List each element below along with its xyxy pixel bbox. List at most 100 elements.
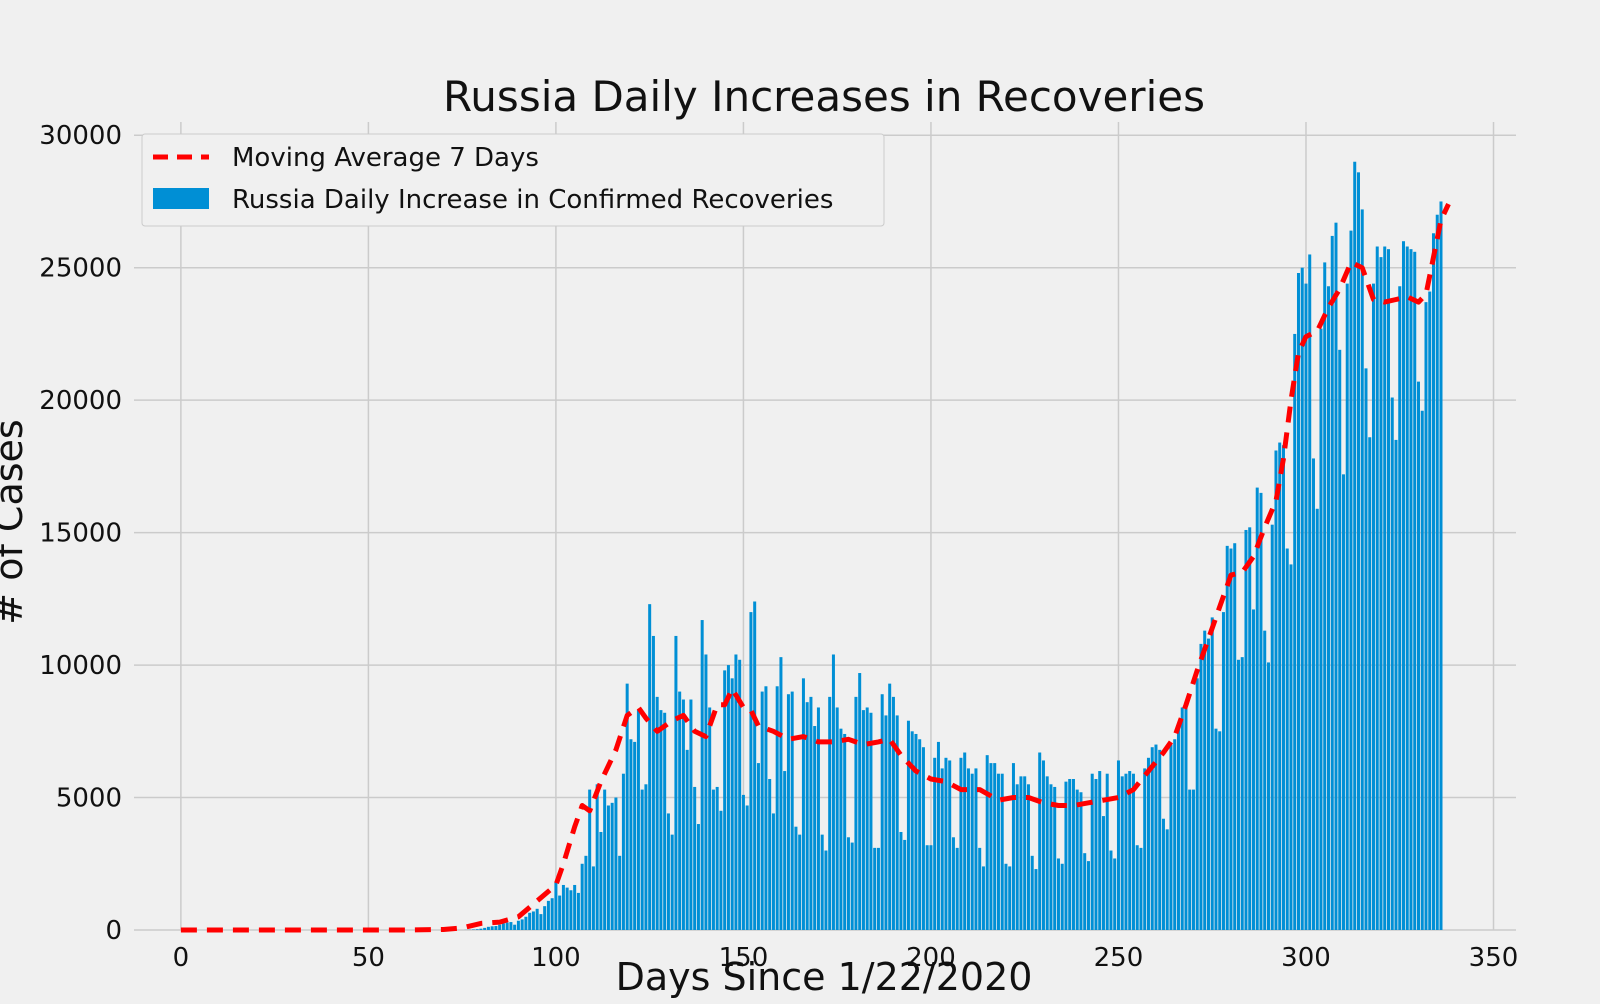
recovery-bar	[974, 768, 977, 930]
recovery-bar	[1222, 612, 1225, 930]
recovery-bar	[1132, 774, 1135, 930]
recovery-bar	[944, 758, 947, 930]
recovery-bar	[1361, 209, 1364, 930]
recovery-bar	[959, 758, 962, 930]
recovery-bar	[993, 763, 996, 930]
y-tick-label: 20000	[39, 386, 122, 416]
recovery-bar	[652, 636, 655, 930]
recovery-bar	[577, 893, 580, 930]
recovery-bar	[1334, 223, 1337, 930]
x-tick-label: 100	[531, 943, 581, 973]
recovery-bar	[1349, 231, 1352, 930]
recovery-bar	[1162, 819, 1165, 930]
y-tick-label: 10000	[39, 651, 122, 681]
recovery-bar	[596, 784, 599, 930]
recovery-bar	[1432, 233, 1435, 930]
recovery-bar	[1053, 787, 1056, 930]
recovery-bar	[674, 636, 677, 930]
x-tick-label: 0	[173, 943, 190, 973]
recovery-bar	[1331, 236, 1334, 930]
recovery-bar	[573, 885, 576, 930]
recovery-bar	[663, 713, 666, 930]
recovery-bar	[1252, 609, 1255, 930]
recovery-bar	[1211, 617, 1214, 930]
recovery-bar	[1289, 564, 1292, 930]
recovery-bar	[1278, 443, 1281, 930]
y-tick-label: 5000	[56, 784, 122, 814]
recovery-bar	[899, 832, 902, 930]
y-tick-label: 25000	[39, 254, 122, 284]
chart-title: Russia Daily Increases in Recoveries	[443, 72, 1205, 121]
bars-layer	[464, 162, 1442, 930]
recovery-bar	[1034, 869, 1037, 930]
recovery-bar	[1154, 745, 1157, 930]
recovery-bar	[1083, 853, 1086, 930]
recovery-bar	[1357, 172, 1360, 930]
recovery-bar	[543, 906, 546, 930]
recovery-bar	[832, 654, 835, 930]
recovery-bar	[911, 731, 914, 930]
recovery-bar	[1057, 858, 1060, 930]
recovery-bar	[986, 755, 989, 930]
recovery-bar	[1226, 546, 1229, 930]
recovery-bar	[1428, 292, 1431, 930]
recovery-bar	[1027, 784, 1030, 930]
recovery-bar	[847, 837, 850, 930]
recovery-bar	[1147, 758, 1150, 930]
recovery-bar	[783, 771, 786, 930]
recovery-bar	[513, 925, 516, 930]
recovery-bar	[1368, 437, 1371, 930]
recovery-bar	[1364, 368, 1367, 930]
recovery-bar	[1398, 286, 1401, 930]
recovery-bar	[483, 928, 486, 930]
y-tick-label: 30000	[39, 121, 122, 151]
recovery-bar	[1301, 268, 1304, 930]
recovery-bar	[502, 923, 505, 930]
recovery-bar	[1233, 543, 1236, 930]
recovery-bar	[1293, 334, 1296, 930]
recovery-bar	[787, 694, 790, 930]
recovery-bar	[1068, 779, 1071, 930]
recovery-bar	[794, 827, 797, 930]
recovery-bar	[641, 790, 644, 930]
recovery-bar	[1342, 474, 1345, 930]
recovery-bar	[704, 654, 707, 930]
recovery-bar	[693, 787, 696, 930]
recovery-bar	[1192, 790, 1195, 930]
recovery-bar	[712, 790, 715, 930]
recovery-bar	[1241, 657, 1244, 930]
recovery-bar	[1184, 707, 1187, 930]
recovery-bar	[1259, 493, 1262, 930]
recovery-bar	[521, 919, 524, 930]
recovery-bar	[689, 700, 692, 930]
recovery-bar	[719, 811, 722, 930]
recovery-bar	[821, 835, 824, 930]
recovery-bar	[1113, 858, 1116, 930]
recovery-bar	[926, 845, 929, 930]
recovery-bar	[723, 670, 726, 930]
recovery-bar	[907, 721, 910, 930]
legend: Moving Average 7 Days Russia Daily Incre…	[142, 134, 884, 226]
recovery-bar	[1263, 631, 1266, 930]
recovery-bar	[506, 923, 509, 930]
recovery-bar	[1177, 726, 1180, 930]
recovery-bar	[967, 768, 970, 930]
recovery-bar	[1166, 829, 1169, 930]
recovery-bar	[764, 686, 767, 930]
recovery-bar	[1061, 864, 1064, 930]
recovery-bar	[539, 914, 542, 930]
recovery-bar	[997, 774, 1000, 930]
recovery-bar	[982, 866, 985, 930]
recovery-bar	[746, 805, 749, 930]
recovery-bar	[1012, 763, 1015, 930]
recovery-bar	[809, 697, 812, 930]
recovery-bar	[963, 753, 966, 930]
recovery-bar	[1042, 760, 1045, 930]
recovery-bar	[1402, 241, 1405, 930]
recovery-bar	[637, 710, 640, 930]
recovery-bar	[682, 700, 685, 930]
recovery-bar	[629, 739, 632, 930]
recovery-bar	[1079, 792, 1082, 930]
recovery-bar	[1008, 866, 1011, 930]
